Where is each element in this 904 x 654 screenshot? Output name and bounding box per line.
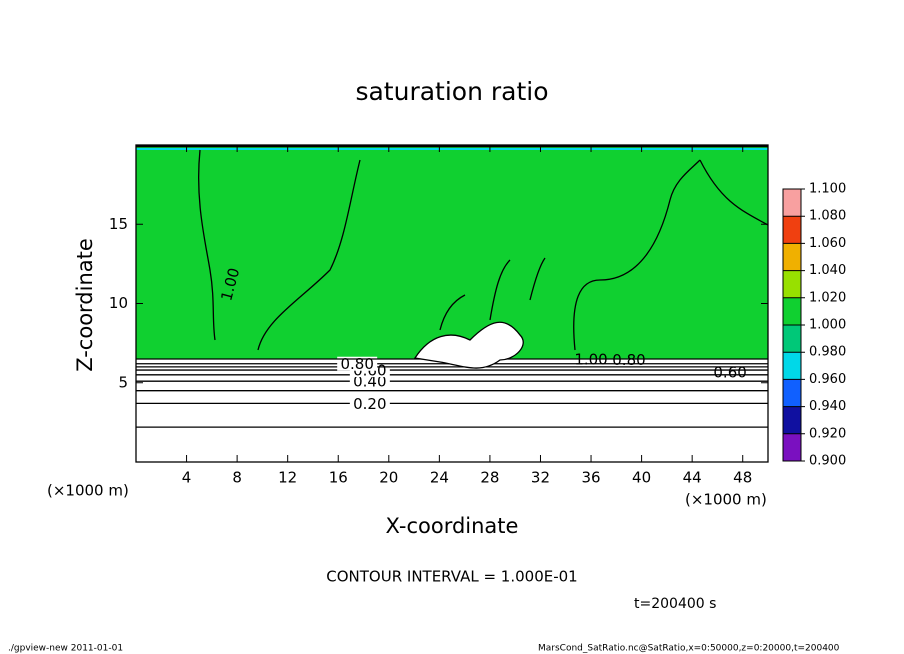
colorbar-band (783, 325, 801, 353)
colorbar-band (783, 297, 801, 325)
contour-label-bg (337, 356, 378, 371)
footer-right: MarsCond_SatRatio.nc@SatRatio,x=0:50000,… (538, 644, 840, 654)
contour-label: 0.80 (340, 355, 373, 373)
colorbar-tick-label: 0.940 (809, 399, 846, 414)
x-tick-label: 36 (581, 469, 600, 487)
colorbar-band (783, 433, 801, 461)
contour-annotation: 0.60 (713, 364, 746, 382)
colorbar-tick-label: 0.980 (809, 345, 846, 360)
contour-interval: CONTOUR INTERVAL = 1.000E-01 (326, 568, 577, 586)
time-label: t=200400 s (634, 596, 716, 612)
x-tick-label: 44 (683, 469, 702, 487)
y-tick-label: 15 (109, 215, 128, 233)
colorbar-band (783, 216, 801, 244)
colorbar-tick-label: 1.080 (809, 209, 846, 224)
contour-decoration (198, 149, 769, 369)
x-tick-label: 24 (430, 469, 449, 487)
x-tick-label: 4 (182, 469, 192, 487)
contour-label: 1.00 (574, 350, 607, 368)
colorbar-band (783, 352, 801, 380)
y-tick-label: 10 (109, 294, 128, 312)
colorbar-tick-label: 1.040 (809, 263, 846, 278)
x-tick-label: 48 (733, 469, 752, 487)
contour-label: 0.40 (353, 373, 386, 391)
x-tick-label: 12 (278, 469, 297, 487)
contour-line (699, 159, 769, 226)
chart-title: saturation ratio (355, 77, 548, 106)
cloud-region (413, 321, 524, 369)
y-unit: (×1000 m) (47, 482, 129, 500)
colorbar-tick-label: 0.920 (809, 426, 846, 441)
contour-line (439, 257, 546, 331)
colorbar-tick-label: 0.960 (809, 372, 846, 387)
colorbar-band (783, 406, 801, 434)
x-tick-label: 32 (531, 469, 550, 487)
y-tick-label: 5 (118, 373, 128, 391)
colorbar-band (783, 243, 801, 271)
footer-left: ./gpview-new 2011-01-01 (8, 644, 123, 654)
colorbar-tick-label: 1.060 (809, 236, 846, 251)
contour-label-bg (349, 374, 390, 389)
x-tick-label: 20 (379, 469, 398, 487)
colorbar-tick-label: 1.000 (809, 318, 846, 333)
field-fill (136, 145, 768, 359)
plot-area: 0.200.400.600.801.001.000.800.60 (135, 144, 769, 463)
contour-label: 0.20 (353, 395, 386, 413)
contour-line (198, 149, 216, 341)
y-axis-label: Z-coordinate (73, 238, 97, 372)
colorbar-tick-label: 1.100 (809, 182, 846, 197)
x-tick-label: 8 (232, 469, 242, 487)
x-tick-label: 16 (329, 469, 348, 487)
x-unit: (×1000 m) (685, 491, 767, 509)
colorbar-band (783, 270, 801, 298)
x-tick-label: 28 (480, 469, 499, 487)
contour-annotation: 0.80 (612, 351, 645, 369)
colorbar-tick-label: 1.020 (809, 290, 846, 305)
contour-line (573, 159, 701, 351)
colorbar-tick-label: 0.900 (809, 454, 846, 469)
x-axis-label: X-coordinate (386, 514, 519, 538)
colorbar-band (783, 189, 801, 217)
contour-label-bg (349, 396, 390, 411)
colorbar-band (783, 379, 801, 407)
x-tick-label: 40 (632, 469, 651, 487)
colorbar: 0.900 0.920 0.940 0.960 0.980 1.000 1.020 1.040… (782, 182, 846, 469)
contour-line (257, 159, 361, 351)
